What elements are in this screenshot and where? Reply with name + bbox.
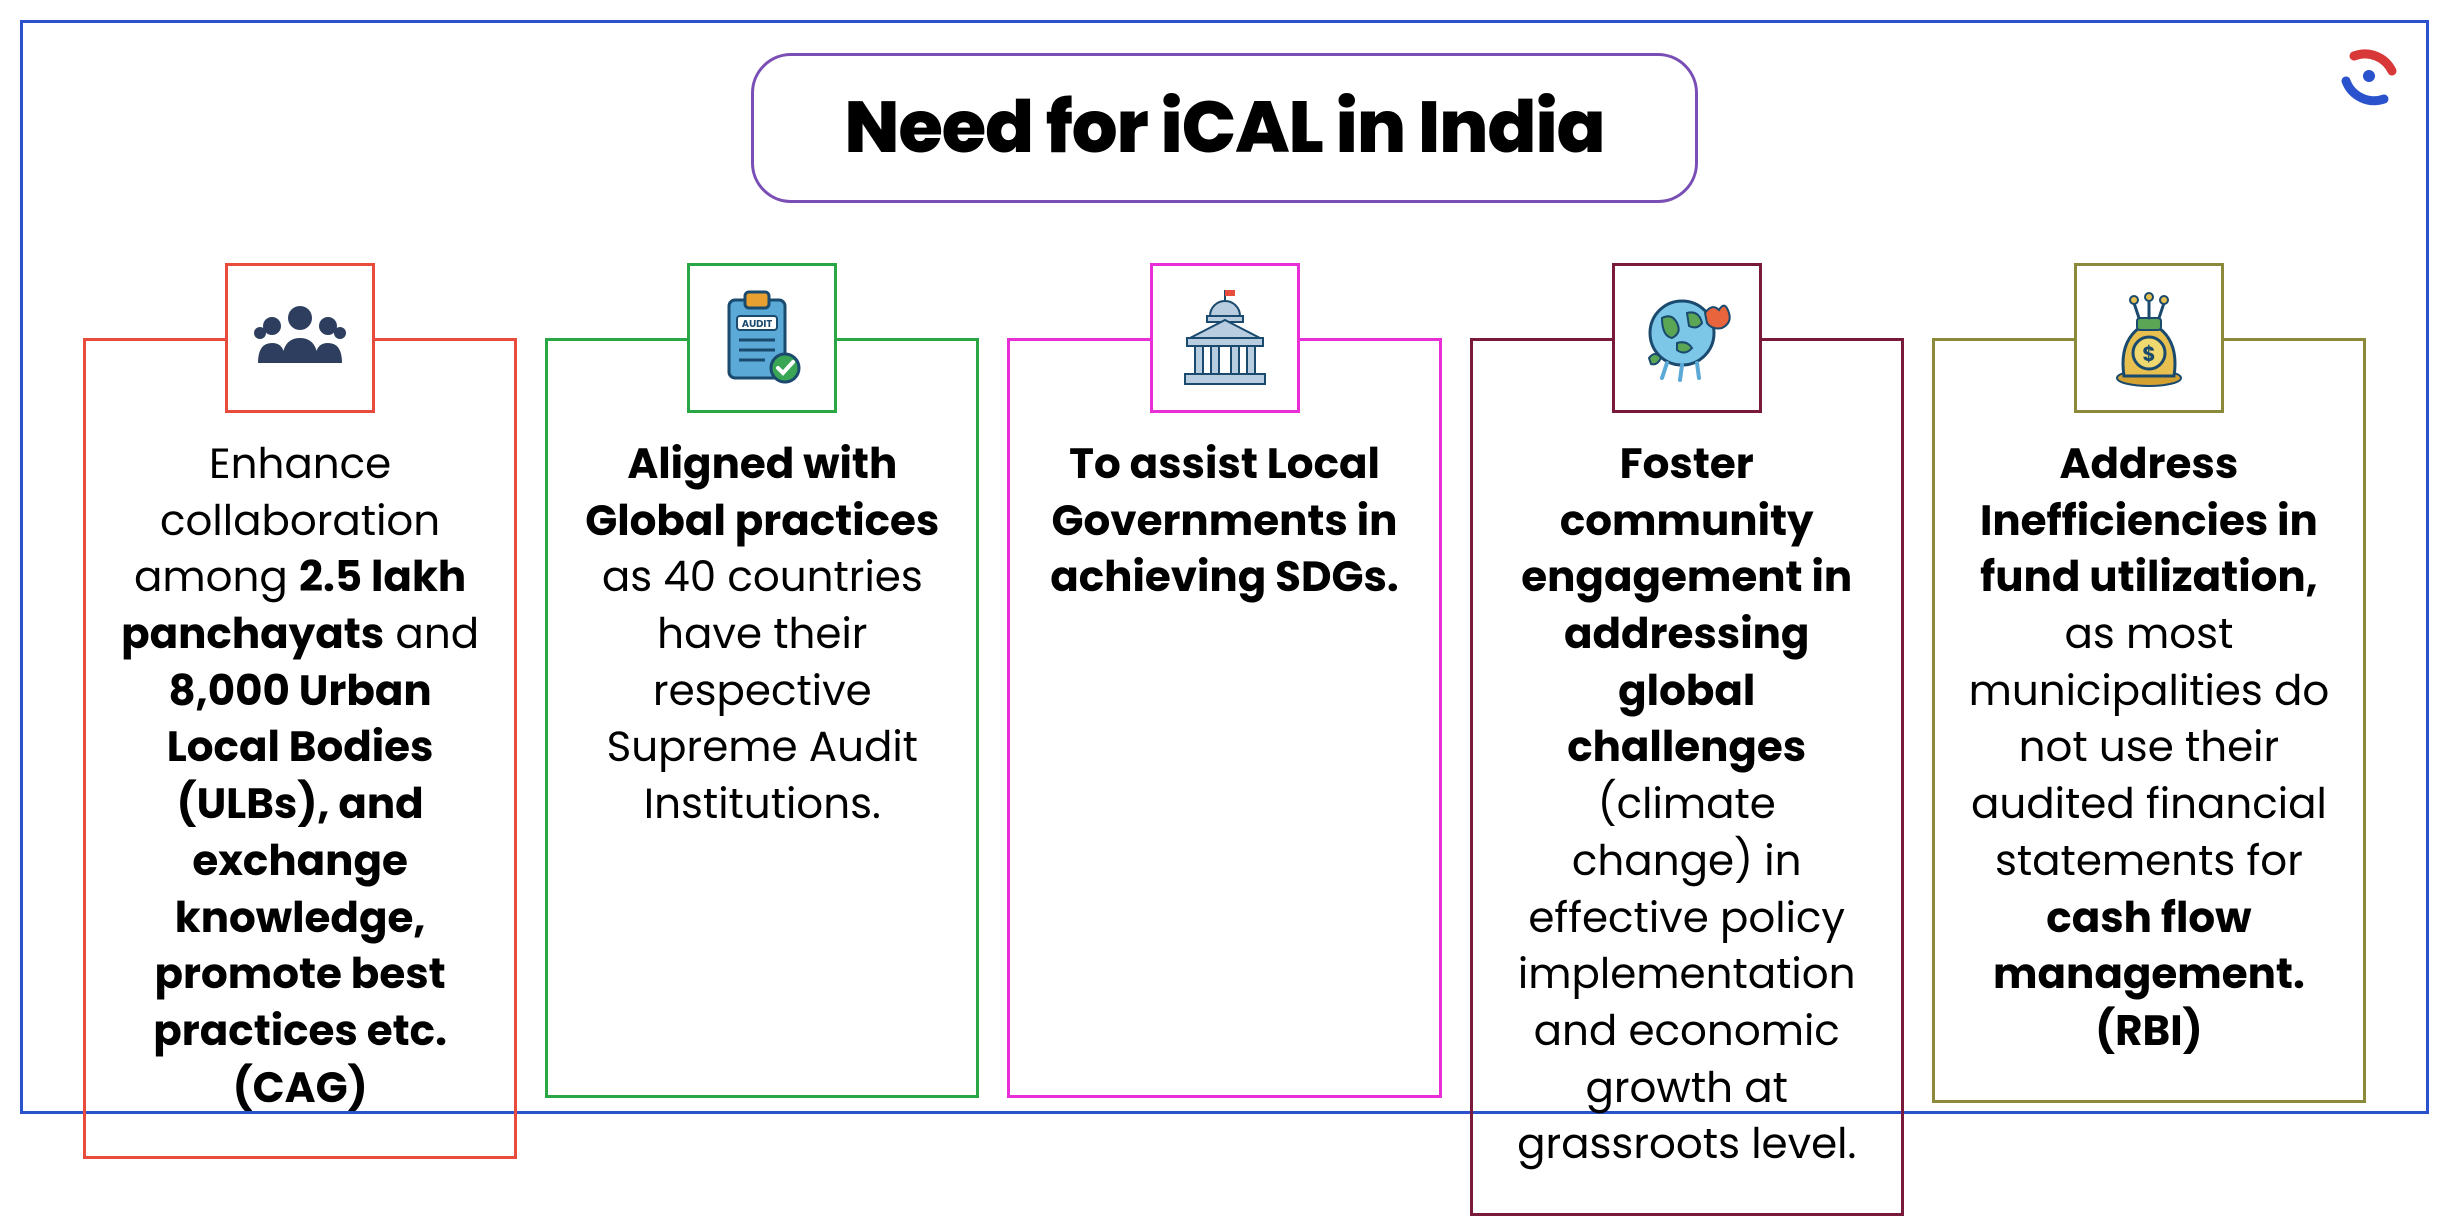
card-body: To assist Local Governments in achieving… <box>1007 338 1441 1098</box>
brand-logo <box>2334 41 2404 111</box>
card: Foster community engagement in addressin… <box>1470 263 1904 1216</box>
card-body: Enhance collaboration among 2.5 lakh pan… <box>83 338 517 1159</box>
card-text: Address Inefficiencies in fund utilizati… <box>1965 436 2333 1060</box>
card: $ Address Inefficiencies in fund utiliza… <box>1932 263 2366 1216</box>
globe-icon <box>1612 263 1762 413</box>
cards-container: Enhance collaboration among 2.5 lakh pan… <box>73 263 2376 1216</box>
card-body: Foster community engagement in addressin… <box>1470 338 1904 1216</box>
card-text: Enhance collaboration among 2.5 lakh pan… <box>116 436 484 1116</box>
infographic-frame: Need for iCAL in India Enhance collabora… <box>20 20 2429 1114</box>
page-title: Need for iCAL in India <box>844 74 1604 182</box>
money-icon: $ <box>2074 263 2224 413</box>
government-icon <box>1150 263 1300 413</box>
card: Enhance collaboration among 2.5 lakh pan… <box>83 263 517 1216</box>
svg-text:$: $ <box>2142 340 2155 368</box>
card-text: Foster community engagement in addressin… <box>1503 436 1871 1173</box>
audit-icon: AUDIT <box>687 263 837 413</box>
card-body: Address Inefficiencies in fund utilizati… <box>1932 338 2366 1103</box>
card-text: Aligned with Global practices as 40 coun… <box>578 436 946 833</box>
people-icon <box>225 263 375 413</box>
card-text: To assist Local Governments in achieving… <box>1040 436 1408 606</box>
svg-text:AUDIT: AUDIT <box>742 316 773 331</box>
card-body: Aligned with Global practices as 40 coun… <box>545 338 979 1098</box>
title-container: Need for iCAL in India <box>751 53 1697 203</box>
card: To assist Local Governments in achieving… <box>1007 263 1441 1216</box>
card: AUDIT Aligned with Global practices as 4… <box>545 263 979 1216</box>
